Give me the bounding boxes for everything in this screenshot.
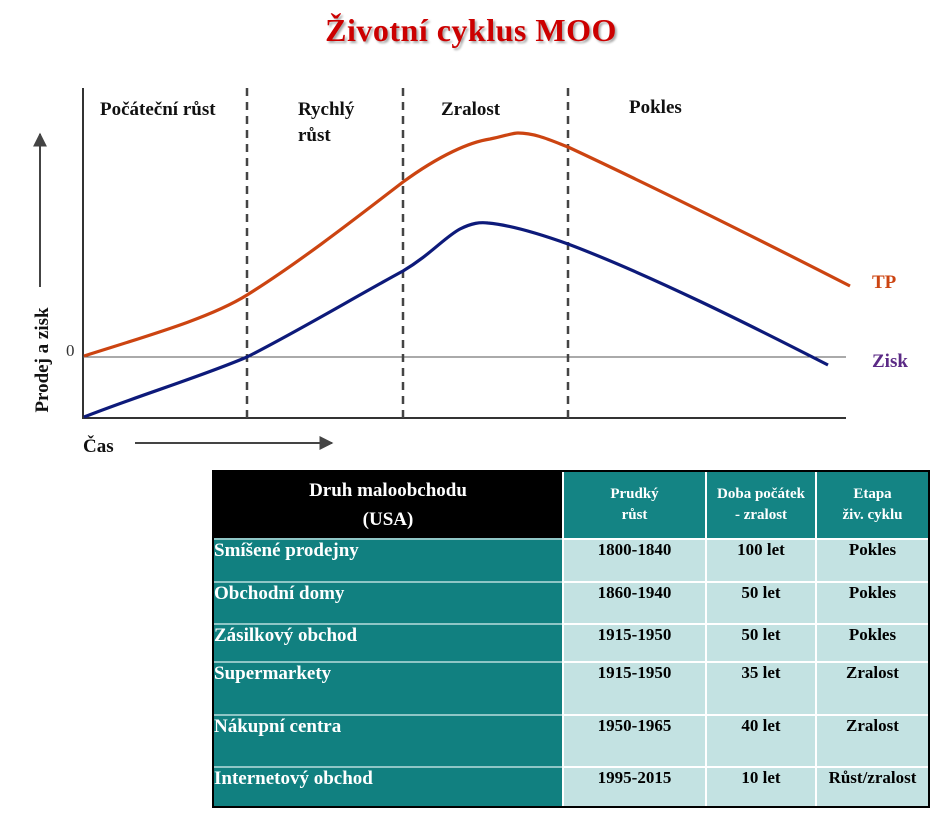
duration-cell: 10 let <box>705 766 815 806</box>
table-row: Nákupní centra 1950-1965 40 let Zralost <box>214 714 928 766</box>
retail-type-cell: Obchodní domy <box>214 581 562 623</box>
table-row: Supermarkety 1915-1950 35 let Zralost <box>214 661 928 714</box>
table-row: Internetový obchod 1995-2015 10 let Růst… <box>214 766 928 806</box>
y-axis-label: Prodej a zisk <box>32 307 53 413</box>
life-cycle-diagram: Počáteční růst Rychlý růst Zralost Pokle… <box>32 88 908 457</box>
phase-label-initial-growth: Počáteční růst <box>100 99 216 120</box>
growth-period-cell: 1800-1840 <box>562 538 705 581</box>
header-stage: Etapa živ. cyklu <box>815 472 928 538</box>
profit-curve <box>83 221 829 419</box>
sales-curve <box>83 131 851 358</box>
header-duration: Doba počátek - zralost <box>705 472 815 538</box>
retail-type-cell: Nákupní centra <box>214 714 562 766</box>
retail-type-cell: Smíšené prodejny <box>214 538 562 581</box>
retail-type-cell: Zásilkový obchod <box>214 623 562 661</box>
duration-cell: 100 let <box>705 538 815 581</box>
stage-cell: Pokles <box>815 623 928 661</box>
growth-period-cell: 1915-1950 <box>562 661 705 714</box>
header-retail-type: Druh maloobchodu (USA) <box>214 472 562 538</box>
series-label-zisk: Zisk <box>872 351 908 372</box>
retail-lifecycle-table: Druh maloobchodu (USA) Prudký růst Doba po… <box>212 470 930 808</box>
table-row: Smíšené prodejny 1800-1840 100 let Pokle… <box>214 538 928 581</box>
retail-type-cell: Internetový obchod <box>214 766 562 806</box>
phase-label-decline: Pokles <box>629 97 682 118</box>
growth-period-cell: 1915-1950 <box>562 623 705 661</box>
zero-label: 0 <box>66 341 75 360</box>
phase-label-maturity: Zralost <box>441 99 501 120</box>
duration-cell: 35 let <box>705 661 815 714</box>
stage-cell: Zralost <box>815 661 928 714</box>
retail-table: Druh maloobchodu (USA) Prudký růst Doba po… <box>214 472 928 806</box>
x-axis-label: Čas <box>83 435 114 457</box>
stage-cell: Růst/zralost <box>815 766 928 806</box>
stage-cell: Pokles <box>815 538 928 581</box>
growth-period-cell: 1950-1965 <box>562 714 705 766</box>
growth-period-cell: 1995-2015 <box>562 766 705 806</box>
phase-label-rapid-growth: Rychlý růst <box>298 99 359 146</box>
table-row: Obchodní domy 1860-1940 50 let Pokles <box>214 581 928 623</box>
table-row: Zásilkový obchod 1915-1950 50 let Pokles <box>214 623 928 661</box>
stage-cell: Zralost <box>815 714 928 766</box>
duration-cell: 50 let <box>705 623 815 661</box>
page-title: Životní cyklus MOO <box>325 12 617 48</box>
growth-period-cell: 1860-1940 <box>562 581 705 623</box>
header-rapid-growth: Prudký růst <box>562 472 705 538</box>
retail-type-cell: Supermarkety <box>214 661 562 714</box>
series-label-tp: TP <box>872 272 897 293</box>
table-header-row: Druh maloobchodu (USA) Prudký růst Doba po… <box>214 472 928 538</box>
duration-cell: 50 let <box>705 581 815 623</box>
duration-cell: 40 let <box>705 714 815 766</box>
stage-cell: Pokles <box>815 581 928 623</box>
